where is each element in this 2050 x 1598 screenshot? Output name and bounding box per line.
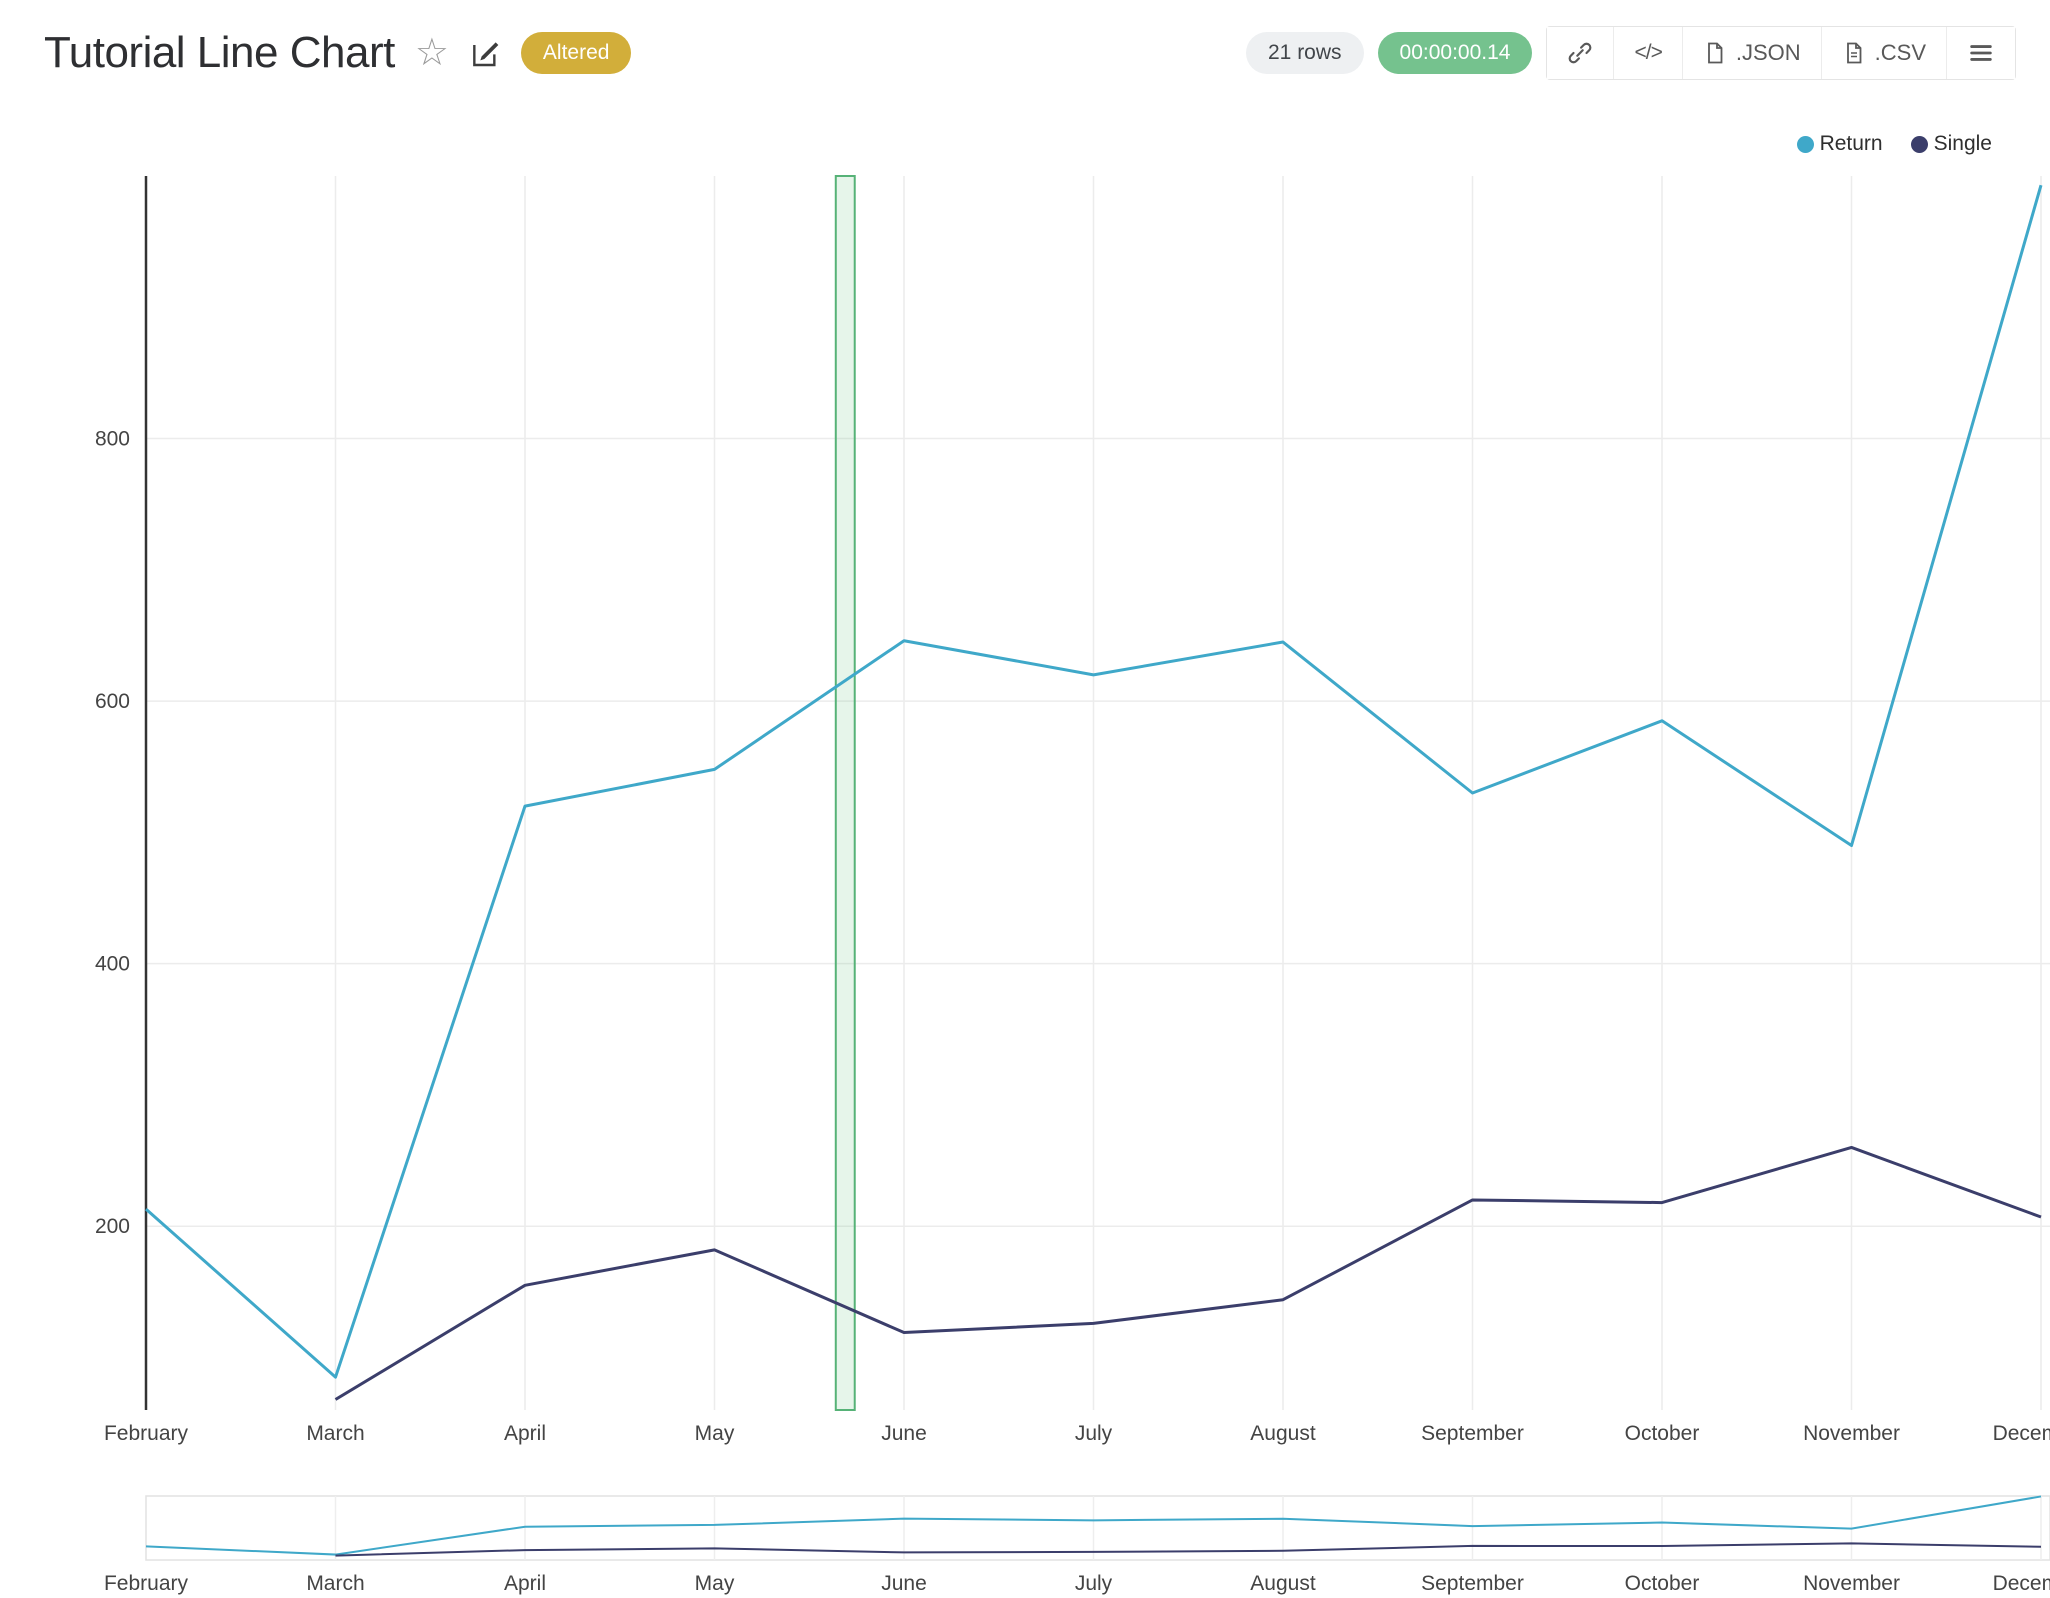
favorite-star-icon[interactable]: ☆	[414, 32, 449, 74]
svg-text:July: July	[1075, 1572, 1113, 1595]
altered-badge: Altered	[520, 32, 632, 74]
svg-text:200: 200	[95, 1215, 130, 1238]
json-file-icon	[1707, 42, 1723, 64]
rows-count-badge: 21 rows	[1246, 32, 1364, 74]
svg-text:December: December	[1993, 1572, 2050, 1595]
svg-text:December: December	[1993, 1422, 2050, 1445]
json-button-label: .JSON	[1735, 40, 1801, 65]
single-series-label: Single	[1933, 132, 1992, 155]
svg-text:May: May	[695, 1422, 735, 1445]
csv-button-label: .CSV	[1874, 40, 1926, 65]
svg-text:October: October	[1625, 1422, 1700, 1445]
svg-text:November: November	[1803, 1422, 1900, 1445]
download-csv-button[interactable]: .CSV	[1820, 27, 1946, 79]
svg-text:October: October	[1625, 1572, 1700, 1595]
svg-text:800: 800	[95, 428, 130, 451]
single-series-dot	[1910, 135, 1928, 153]
svg-text:400: 400	[95, 953, 130, 976]
legend-item-return[interactable]: Return	[1796, 132, 1883, 156]
embed-code-button[interactable]: </>	[1613, 27, 1682, 79]
page-title: Tutorial Line Chart	[44, 28, 395, 77]
return-series-dot	[1796, 135, 1814, 153]
chart-legend: Return Single	[1796, 132, 1992, 156]
code-icon: </>	[1634, 41, 1662, 64]
svg-text:July: July	[1075, 1422, 1113, 1445]
edit-pencil-icon	[473, 42, 499, 67]
download-json-button[interactable]: .JSON	[1681, 27, 1821, 79]
svg-text:September: September	[1421, 1422, 1524, 1445]
csv-file-icon	[1846, 42, 1862, 64]
svg-text:April: April	[504, 1572, 546, 1595]
edit-name-button[interactable]	[469, 37, 501, 69]
svg-text:April: April	[504, 1422, 546, 1445]
svg-text:November: November	[1803, 1572, 1900, 1595]
share-link-button[interactable]	[1547, 27, 1614, 79]
header-actions: 21 rows 00:00:00.14 </> .JSON	[1246, 26, 2016, 80]
more-options-menu-button[interactable]	[1946, 27, 2015, 79]
svg-text:February: February	[104, 1572, 189, 1595]
svg-text:September: September	[1421, 1572, 1524, 1595]
svg-text:February: February	[104, 1422, 189, 1445]
title-group: Tutorial Line Chart ☆ Altered	[44, 28, 632, 78]
svg-text:600: 600	[95, 690, 130, 713]
svg-text:June: June	[881, 1422, 927, 1445]
svg-text:March: March	[306, 1422, 364, 1445]
execution-time-badge: 00:00:00.14	[1377, 32, 1533, 74]
svg-text:June: June	[881, 1572, 927, 1595]
legend-item-single[interactable]: Single	[1910, 132, 1992, 156]
return-series-label: Return	[1819, 132, 1883, 155]
chart-header: Tutorial Line Chart ☆ Altered 21 rows 00…	[0, 0, 2050, 80]
link-icon	[1569, 42, 1592, 64]
export-button-group: </> .JSON .CSV	[1546, 26, 2016, 80]
svg-text:March: March	[306, 1572, 364, 1595]
svg-text:August: August	[1250, 1572, 1316, 1595]
hamburger-menu-icon	[1970, 45, 1992, 61]
svg-text:May: May	[695, 1572, 735, 1595]
svg-text:August: August	[1250, 1422, 1316, 1445]
